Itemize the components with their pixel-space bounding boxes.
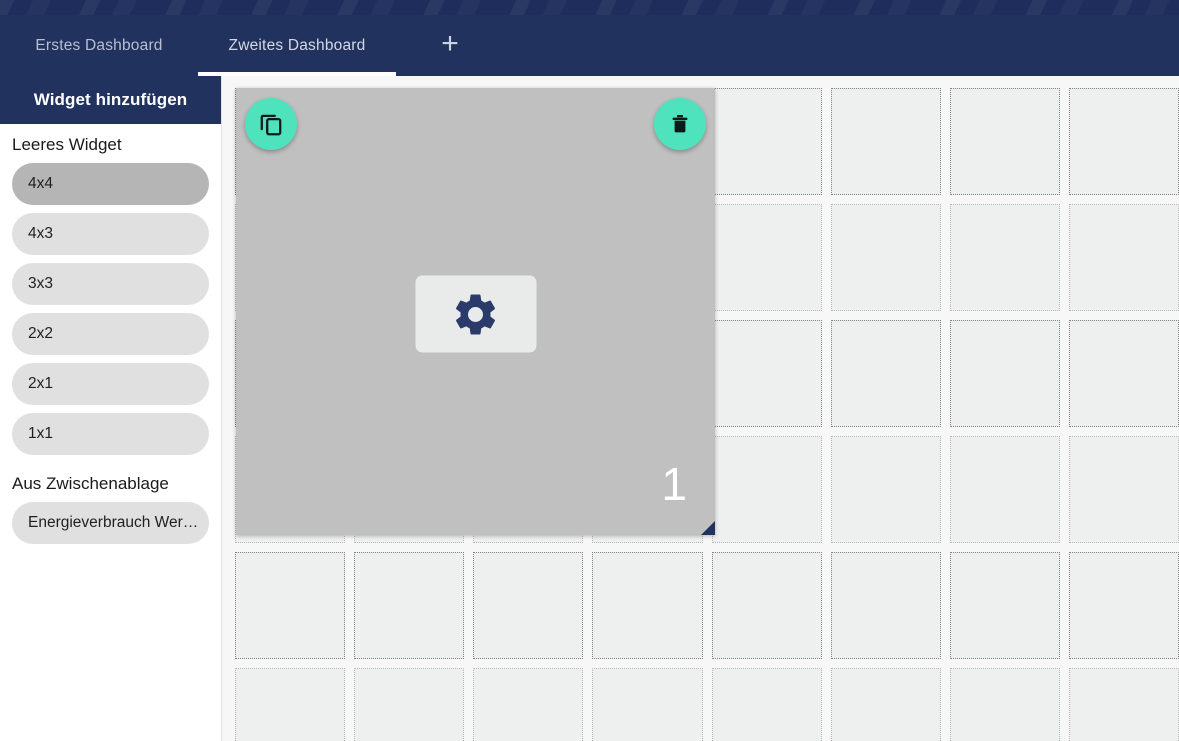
widget-size-option-2x1[interactable]: 2x1 (12, 363, 209, 405)
grid-cell[interactable] (235, 552, 346, 659)
widget-size-option-3x3[interactable]: 3x3 (12, 263, 209, 305)
grid-cell[interactable] (473, 668, 584, 741)
widget-size-option-4x4[interactable]: 4x4 (12, 163, 209, 205)
grid-cell[interactable] (354, 668, 465, 741)
option-label: 4x3 (28, 225, 53, 242)
grid-cell[interactable] (711, 204, 822, 311)
grid-cell[interactable] (1068, 668, 1179, 741)
grid-cell[interactable] (711, 436, 822, 543)
option-label: 4x4 (28, 175, 53, 192)
tab-label: Zweites Dashboard (228, 36, 366, 54)
section-title-leeres-widget: Leeres Widget (12, 135, 122, 154)
widget-size-option-4x3[interactable]: 4x3 (12, 213, 209, 255)
clipboard-widget-item[interactable]: Energieverbrauch Wer… (12, 502, 209, 544)
grid-cell[interactable] (830, 436, 941, 543)
grid-cell[interactable] (473, 552, 584, 659)
option-label: 2x2 (28, 325, 53, 342)
widget-size-option-1x1[interactable]: 1x1 (12, 413, 209, 455)
option-label: 2x1 (28, 375, 53, 392)
grid-cell[interactable] (949, 88, 1060, 195)
copy-icon (260, 114, 282, 136)
grid-cell[interactable] (711, 320, 822, 427)
grid-cell[interactable] (711, 88, 822, 195)
grid-cell[interactable] (354, 552, 465, 659)
grid-cell[interactable] (592, 668, 703, 741)
topbar-decorative-pattern (0, 0, 1179, 15)
grid-cell[interactable] (830, 668, 941, 741)
option-label: 1x1 (28, 425, 53, 442)
trash-icon (672, 115, 688, 133)
dashboard-widget-1[interactable]: 1 (236, 88, 715, 535)
delete-widget-button[interactable] (654, 98, 706, 150)
grid-cell[interactable] (949, 204, 1060, 311)
option-label: Energieverbrauch Wer… (28, 514, 199, 531)
grid-cell[interactable] (949, 320, 1060, 427)
grid-cell[interactable] (1068, 88, 1179, 195)
sidebar-header-label: Widget hinzufügen (33, 90, 188, 109)
sidebar-body: Leeres Widget 4x4 4x3 3x3 2x2 2x1 1x1 Au… (0, 124, 221, 544)
grid-cell[interactable] (235, 668, 346, 741)
add-tab-button[interactable]: + (396, 15, 504, 76)
grid-cell[interactable] (949, 436, 1060, 543)
grid-cell[interactable] (1068, 436, 1179, 543)
dashboard-tabstrip: Erstes Dashboard Zweites Dashboard + (0, 15, 504, 76)
tab-erstes-dashboard[interactable]: Erstes Dashboard (0, 15, 198, 76)
grid-cell[interactable] (711, 552, 822, 659)
grid-cell[interactable] (830, 552, 941, 659)
widget-index-label: 1 (661, 458, 687, 510)
topbar-body (0, 15, 1179, 76)
widget-size-option-2x2[interactable]: 2x2 (12, 313, 209, 355)
widget-resize-handle[interactable] (701, 521, 715, 535)
section-title-aus-zwischenablage: Aus Zwischenablage (12, 474, 169, 493)
grid-cell[interactable] (949, 668, 1060, 741)
grid-cell[interactable] (1068, 204, 1179, 311)
top-bar: Erstes Dashboard Zweites Dashboard + (0, 0, 1179, 76)
grid-cell[interactable] (830, 320, 941, 427)
grid-cell[interactable] (1068, 552, 1179, 659)
grid-cell[interactable] (711, 668, 822, 741)
tab-zweites-dashboard[interactable]: Zweites Dashboard (198, 15, 396, 76)
grid-cell[interactable] (592, 552, 703, 659)
plus-icon: + (441, 27, 459, 60)
grid-cell[interactable] (949, 552, 1060, 659)
widget-settings-button[interactable] (415, 275, 536, 353)
grid-cell[interactable] (830, 204, 941, 311)
sidebar-header: Widget hinzufügen (0, 76, 221, 124)
widget-sidebar: Widget hinzufügen Leeres Widget 4x4 4x3 … (0, 76, 222, 741)
grid-cell[interactable] (1068, 320, 1179, 427)
gear-icon (456, 294, 495, 334)
option-label: 3x3 (28, 275, 53, 292)
grid-cell[interactable] (830, 88, 941, 195)
duplicate-widget-button[interactable] (245, 98, 297, 150)
tab-label: Erstes Dashboard (35, 36, 163, 54)
